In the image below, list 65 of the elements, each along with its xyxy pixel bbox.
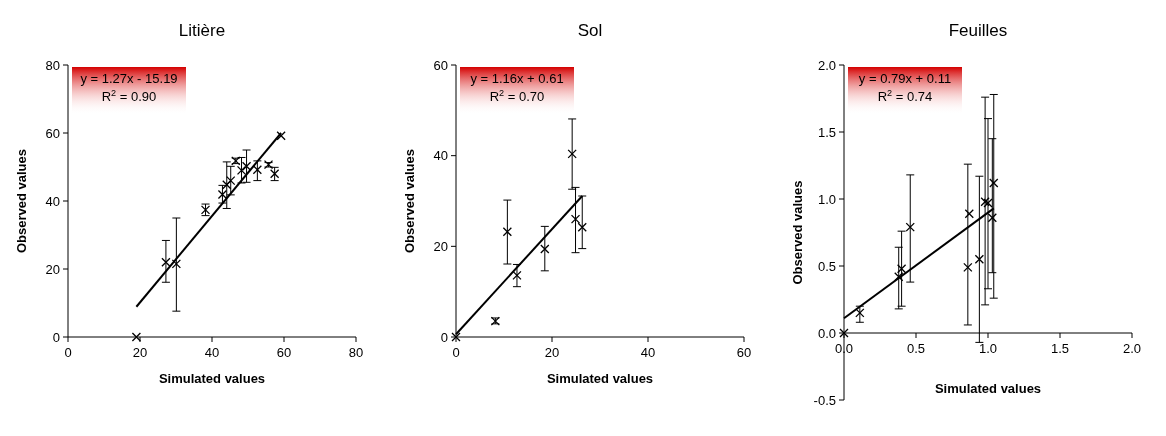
point (964, 209, 974, 219)
point (894, 272, 904, 282)
x-tick-label: 0 (452, 345, 460, 360)
y-tick-label: -0.5 (813, 392, 836, 408)
x-tick-label: 80 (348, 345, 364, 360)
y-tick-label: 40 (45, 193, 60, 209)
y-tick-label: 0 (440, 329, 448, 345)
point (905, 222, 915, 232)
y-axis-title: Observed values (402, 148, 417, 254)
chart-title: Litière (178, 21, 226, 40)
x-tick-label: 40 (640, 345, 656, 360)
x-tick-label: 20 (544, 345, 560, 360)
y-tick-label: 60 (433, 57, 448, 73)
x-tick-label: 40 (204, 345, 220, 360)
y-tick-label: 1.0 (817, 191, 836, 207)
point (131, 332, 142, 342)
y-tick-label: 0.5 (817, 258, 836, 274)
y-tick-label: 2.0 (817, 57, 836, 73)
x-tick-label: 60 (276, 345, 292, 360)
x-tick-label: 1.5 (1050, 341, 1070, 356)
y-tick-label: 80 (45, 57, 60, 73)
x-axis-title: Simulated values (158, 371, 266, 386)
point (963, 262, 973, 272)
point (512, 270, 522, 280)
chart-title: Sol (577, 21, 603, 40)
point (540, 244, 550, 254)
x-tick-label: 60 (736, 345, 752, 360)
point (989, 178, 999, 188)
point (570, 214, 581, 224)
y-axis-title: Observed values (790, 180, 805, 285)
y-tick-label: 20 (45, 261, 60, 277)
y-tick-label: 0.0 (817, 325, 836, 341)
y-axis-title: Observed values (14, 148, 29, 254)
x-axis-title: Simulated values (934, 381, 1042, 396)
annotation: R$^{2}$ = 0.74 (877, 88, 933, 104)
annotation: y = 0.79x + 0.11 (858, 71, 952, 86)
point (241, 161, 252, 171)
point (896, 264, 907, 274)
x-tick-label: 1.0 (978, 341, 998, 356)
x-tick-label: 0.0 (834, 341, 854, 356)
point (987, 213, 997, 223)
x-tick-label: 2.0 (1122, 341, 1142, 356)
y-tick-label: 20 (433, 238, 448, 254)
y-tick-label: 0 (52, 329, 60, 345)
point (222, 180, 232, 190)
point (502, 227, 513, 237)
y-tick-label: 1.5 (817, 124, 836, 140)
x-tick-label: 20 (132, 345, 148, 360)
annotation: y = 1.16x + 0.61 (470, 71, 564, 86)
point (217, 189, 228, 200)
y-tick-label: 60 (45, 125, 60, 141)
chart-title: Feuilles (948, 21, 1008, 40)
x-tick-label: 0.5 (906, 341, 926, 356)
x-axis-title: Simulated values (546, 371, 654, 386)
point (577, 222, 587, 232)
point (567, 149, 577, 159)
annotation: R$^{2}$ = 0.70 (489, 88, 545, 104)
x-tick-label: 0 (64, 345, 72, 360)
annotation: R$^{2}$ = 0.90 (101, 88, 157, 104)
point (252, 165, 263, 175)
y-tick-label: 40 (433, 148, 448, 164)
point (226, 175, 236, 186)
point (974, 254, 985, 264)
point (276, 131, 286, 141)
annotation: y = 1.27x - 15.19 (80, 71, 178, 86)
